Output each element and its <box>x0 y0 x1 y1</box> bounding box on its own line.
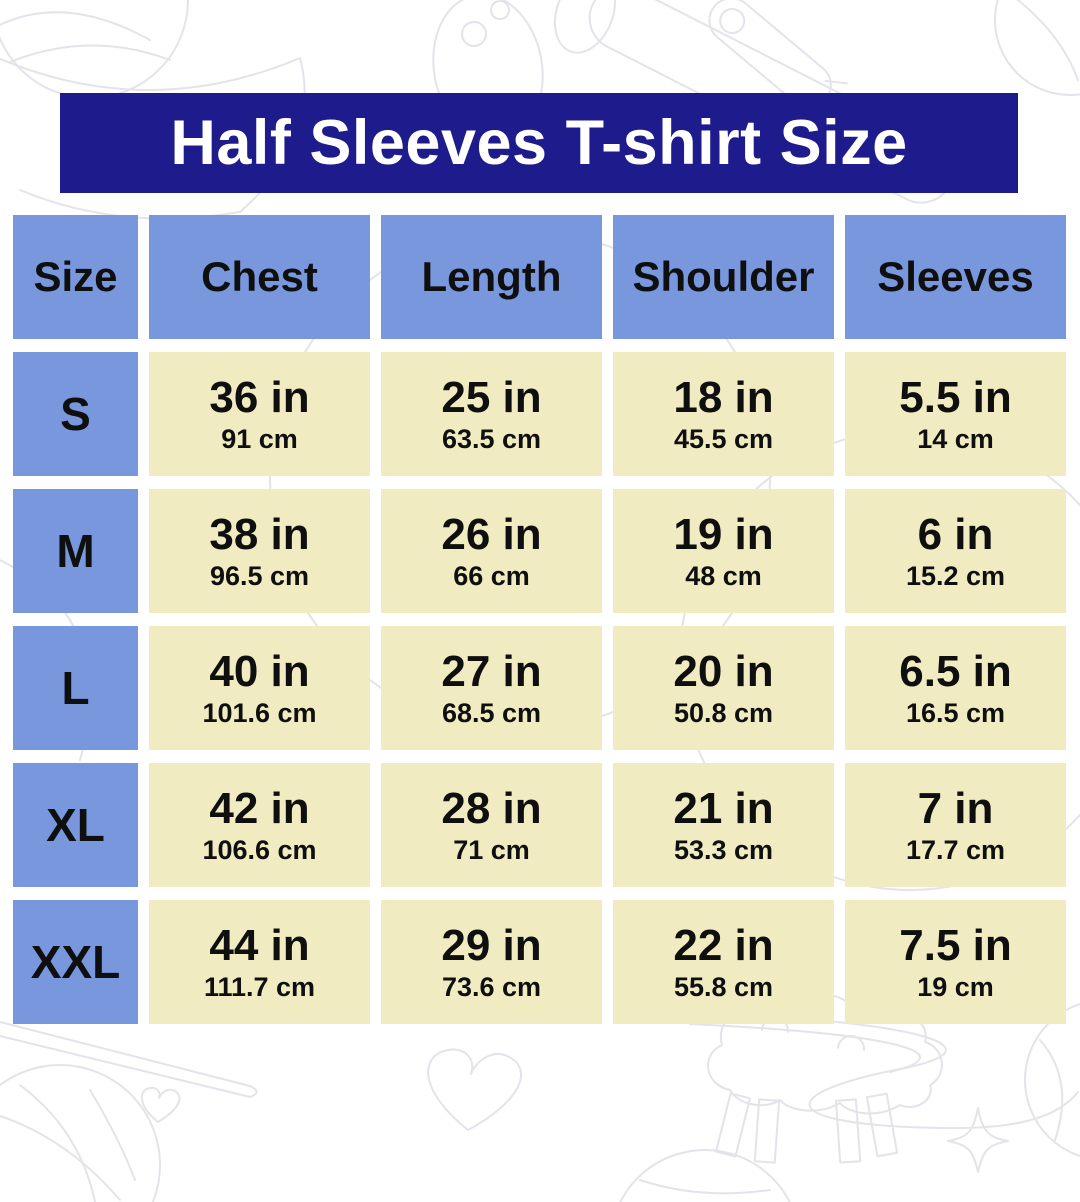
column-header-sleeves: Sleeves <box>845 215 1066 339</box>
value-cm: 68.5 cm <box>441 698 542 729</box>
column-header-chest: Chest <box>149 215 370 339</box>
value-cm: 66 cm <box>453 561 530 592</box>
value-inches: 36 in <box>209 372 310 422</box>
heart-doodle <box>140 1086 181 1123</box>
value-inches: 7 in <box>917 783 994 833</box>
value-inches: 19 in <box>673 509 774 559</box>
value-inches: 6 in <box>917 509 994 559</box>
column-header-length: Length <box>381 215 602 339</box>
value-cm: 48 cm <box>685 561 762 592</box>
value-cm: 111.7 cm <box>203 972 316 1003</box>
measurement-cell: 20 in 50.8 cm <box>613 626 834 750</box>
value-inches: 7.5 in <box>899 920 1012 970</box>
value-cm: 91 cm <box>221 424 298 455</box>
measurement-cell: 28 in 71 cm <box>381 763 602 887</box>
thread-squiggle-doodle <box>689 1011 1079 1130</box>
measurement-cell: 18 in 45.5 cm <box>613 352 834 476</box>
yarn-ball-doodle <box>619 1149 791 1202</box>
yarn-ball-doodle <box>994 0 1080 96</box>
measurement-cell: 26 in 66 cm <box>381 489 602 613</box>
value-inches: 27 in <box>441 646 542 696</box>
measurement-cell: 36 in 91 cm <box>149 352 370 476</box>
value-inches: 22 in <box>673 920 774 970</box>
value-inches: 5.5 in <box>899 372 1012 422</box>
value-cm: 16.5 cm <box>905 698 1006 729</box>
column-header-size: Size <box>13 215 138 339</box>
value-cm: 50.8 cm <box>673 698 774 729</box>
measurement-cell: 6 in 15.2 cm <box>845 489 1066 613</box>
size-label-cell: XL <box>13 763 138 887</box>
value-cm: 73.6 cm <box>441 972 542 1003</box>
value-inches: 26 in <box>441 509 542 559</box>
yarn-ball-doodle <box>0 1064 161 1202</box>
value-inches: 18 in <box>673 372 774 422</box>
value-cm: 96.5 cm <box>209 561 310 592</box>
value-cm: 71 cm <box>453 835 530 866</box>
value-inches: 28 in <box>441 783 542 833</box>
value-cm: 14 cm <box>917 424 994 455</box>
column-header-shoulder: Shoulder <box>613 215 834 339</box>
knitting-needle-doodle <box>0 1021 258 1098</box>
size-chart-table: Size Chest Length Shoulder Sleeves S 36 … <box>13 215 1066 1024</box>
measurement-cell: 38 in 96.5 cm <box>149 489 370 613</box>
measurement-cell: 6.5 in 16.5 cm <box>845 626 1066 750</box>
measurement-cell: 27 in 68.5 cm <box>381 626 602 750</box>
size-label-cell: L <box>13 626 138 750</box>
value-inches: 6.5 in <box>899 646 1012 696</box>
measurement-cell: 42 in 106.6 cm <box>149 763 370 887</box>
value-inches: 20 in <box>673 646 774 696</box>
title-banner: Half Sleeves T-shirt Size <box>60 93 1018 193</box>
value-cm: 19 cm <box>917 972 994 1003</box>
value-cm: 45.5 cm <box>673 424 774 455</box>
value-cm: 17.7 cm <box>905 835 1006 866</box>
measurement-cell: 5.5 in 14 cm <box>845 352 1066 476</box>
measurement-cell: 22 in 55.8 cm <box>613 900 834 1024</box>
measurement-cell: 7 in 17.7 cm <box>845 763 1066 887</box>
value-inches: 38 in <box>209 509 310 559</box>
size-label-cell: S <box>13 352 138 476</box>
value-cm: 53.3 cm <box>673 835 774 866</box>
value-inches: 25 in <box>441 372 542 422</box>
heart-doodle <box>427 1048 523 1131</box>
sparkle-icon <box>947 1107 1009 1173</box>
yarn-ball-doodle <box>1024 1002 1080 1158</box>
size-label-cell: XXL <box>13 900 138 1024</box>
measurement-cell: 21 in 53.3 cm <box>613 763 834 887</box>
measurement-cell: 44 in 111.7 cm <box>149 900 370 1024</box>
value-inches: 44 in <box>209 920 310 970</box>
value-cm: 106.6 cm <box>202 835 317 866</box>
value-inches: 29 in <box>441 920 542 970</box>
value-inches: 42 in <box>209 783 310 833</box>
value-cm: 101.6 cm <box>202 698 317 729</box>
measurement-cell: 7.5 in 19 cm <box>845 900 1066 1024</box>
value-inches: 21 in <box>673 783 774 833</box>
measurement-cell: 25 in 63.5 cm <box>381 352 602 476</box>
measurement-cell: 29 in 73.6 cm <box>381 900 602 1024</box>
value-cm: 55.8 cm <box>673 972 774 1003</box>
size-label-cell: M <box>13 489 138 613</box>
measurement-cell: 19 in 48 cm <box>613 489 834 613</box>
value-cm: 15.2 cm <box>905 561 1006 592</box>
page-title: Half Sleeves T-shirt Size <box>170 108 908 178</box>
measurement-cell: 40 in 101.6 cm <box>149 626 370 750</box>
value-inches: 40 in <box>209 646 310 696</box>
value-cm: 63.5 cm <box>441 424 542 455</box>
